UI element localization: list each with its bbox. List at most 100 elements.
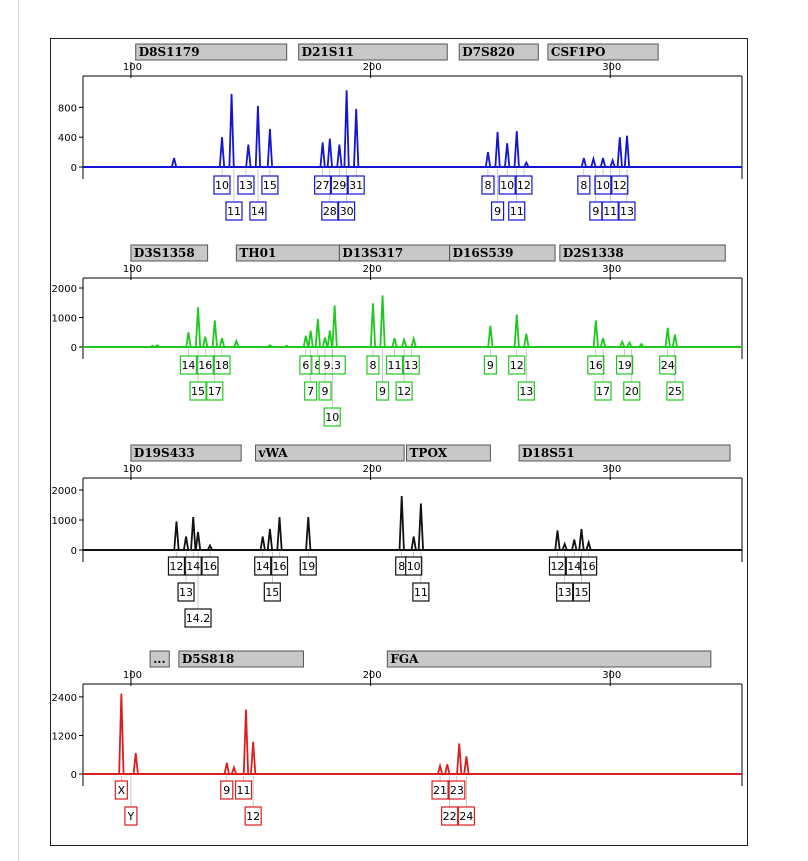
allele-box bbox=[412, 582, 430, 602]
x-tick-label: 200 bbox=[363, 670, 382, 681]
peak bbox=[211, 320, 218, 348]
peak bbox=[321, 337, 329, 348]
peak bbox=[609, 157, 616, 168]
allele-box bbox=[577, 175, 591, 195]
peak bbox=[173, 521, 180, 551]
allele-box bbox=[448, 780, 466, 800]
peak bbox=[571, 539, 578, 551]
x-tick-label: 100 bbox=[123, 62, 142, 73]
allele-box bbox=[548, 556, 567, 576]
allele-label: 15 bbox=[574, 586, 588, 599]
peak bbox=[319, 142, 326, 168]
allele-label: 10 bbox=[500, 179, 514, 192]
allele-label: 12 bbox=[550, 560, 564, 573]
allele-label: 9 bbox=[592, 205, 599, 218]
allele-box bbox=[402, 355, 420, 375]
allele-label: 8 bbox=[484, 179, 491, 192]
peak bbox=[194, 307, 202, 348]
allele-box bbox=[114, 780, 128, 800]
peak bbox=[331, 305, 338, 348]
peak bbox=[194, 531, 202, 551]
y-tick-label: 1000 bbox=[52, 314, 77, 325]
peak bbox=[118, 693, 125, 775]
peak bbox=[343, 90, 350, 168]
locus-bar bbox=[547, 43, 659, 61]
allele-box bbox=[213, 175, 231, 195]
y-tick-label: 2000 bbox=[52, 486, 77, 497]
allele-box bbox=[179, 355, 198, 375]
allele-box bbox=[184, 556, 202, 576]
allele-label: 18 bbox=[215, 359, 229, 372]
peak bbox=[561, 541, 568, 551]
allele-box bbox=[587, 355, 605, 375]
locus-label: D3S1358 bbox=[134, 246, 195, 260]
allele-label: 13 bbox=[179, 586, 193, 599]
x-tick-label: 100 bbox=[123, 464, 142, 475]
allele-box bbox=[441, 806, 459, 826]
peak bbox=[170, 157, 178, 168]
peak bbox=[245, 144, 252, 168]
peak bbox=[228, 93, 235, 168]
allele-box bbox=[572, 582, 591, 602]
peak bbox=[391, 337, 398, 348]
allele-box bbox=[196, 355, 214, 375]
allele-box bbox=[498, 175, 516, 195]
allele-label: 10 bbox=[596, 179, 610, 192]
allele-box bbox=[254, 556, 272, 576]
allele-box bbox=[263, 582, 281, 602]
allele-label: 14 bbox=[251, 205, 265, 218]
peak bbox=[484, 151, 492, 168]
locus-bar bbox=[130, 244, 209, 262]
locus-bar bbox=[518, 444, 731, 462]
allele-box bbox=[189, 381, 207, 401]
allele-label: 8 bbox=[369, 359, 376, 372]
locus-label: CSF1PO bbox=[551, 45, 606, 59]
allele-label: 13 bbox=[558, 586, 572, 599]
peak bbox=[190, 516, 197, 551]
allele-label: 16 bbox=[273, 560, 287, 573]
allele-label: 13 bbox=[239, 179, 253, 192]
allele-label: 10 bbox=[407, 560, 421, 573]
allele-box bbox=[375, 381, 390, 401]
allele-label: 31 bbox=[349, 179, 363, 192]
allele-box bbox=[659, 355, 677, 375]
peak bbox=[444, 764, 451, 775]
allele-label: 9.3 bbox=[323, 359, 341, 372]
peak bbox=[554, 530, 561, 551]
peak bbox=[250, 741, 257, 775]
peak bbox=[626, 340, 633, 348]
locus-bar bbox=[559, 244, 726, 262]
locus-label: D13S317 bbox=[342, 246, 403, 260]
allele-label: 14 bbox=[186, 560, 200, 573]
allele-box bbox=[457, 806, 476, 826]
peak bbox=[326, 138, 333, 168]
allele-label: 15 bbox=[263, 179, 277, 192]
allele-label: 11 bbox=[388, 359, 402, 372]
allele-label: 27 bbox=[316, 179, 330, 192]
locus-label: ... bbox=[153, 652, 166, 666]
locus-bar bbox=[449, 244, 556, 262]
peak bbox=[398, 495, 405, 551]
locus-bar bbox=[178, 650, 304, 668]
peak bbox=[599, 337, 607, 348]
allele-box bbox=[515, 175, 533, 195]
allele-box bbox=[366, 355, 380, 375]
allele-label: 11 bbox=[414, 586, 428, 599]
peak bbox=[638, 342, 645, 348]
peak bbox=[463, 756, 470, 775]
allele-box bbox=[318, 355, 346, 375]
peak bbox=[233, 338, 240, 348]
locus-label: D8S1179 bbox=[139, 45, 200, 59]
locus-bar bbox=[298, 43, 448, 61]
allele-box bbox=[611, 175, 629, 195]
locus-bar bbox=[135, 43, 288, 61]
allele-label: 11 bbox=[237, 784, 251, 797]
allele-box bbox=[237, 175, 255, 195]
allele-label: 9 bbox=[487, 359, 494, 372]
peak bbox=[664, 327, 671, 348]
allele-box bbox=[666, 381, 684, 401]
peak bbox=[218, 337, 226, 348]
allele-label: 17 bbox=[208, 385, 222, 398]
peak bbox=[218, 137, 226, 168]
allele-label: 28 bbox=[323, 205, 337, 218]
